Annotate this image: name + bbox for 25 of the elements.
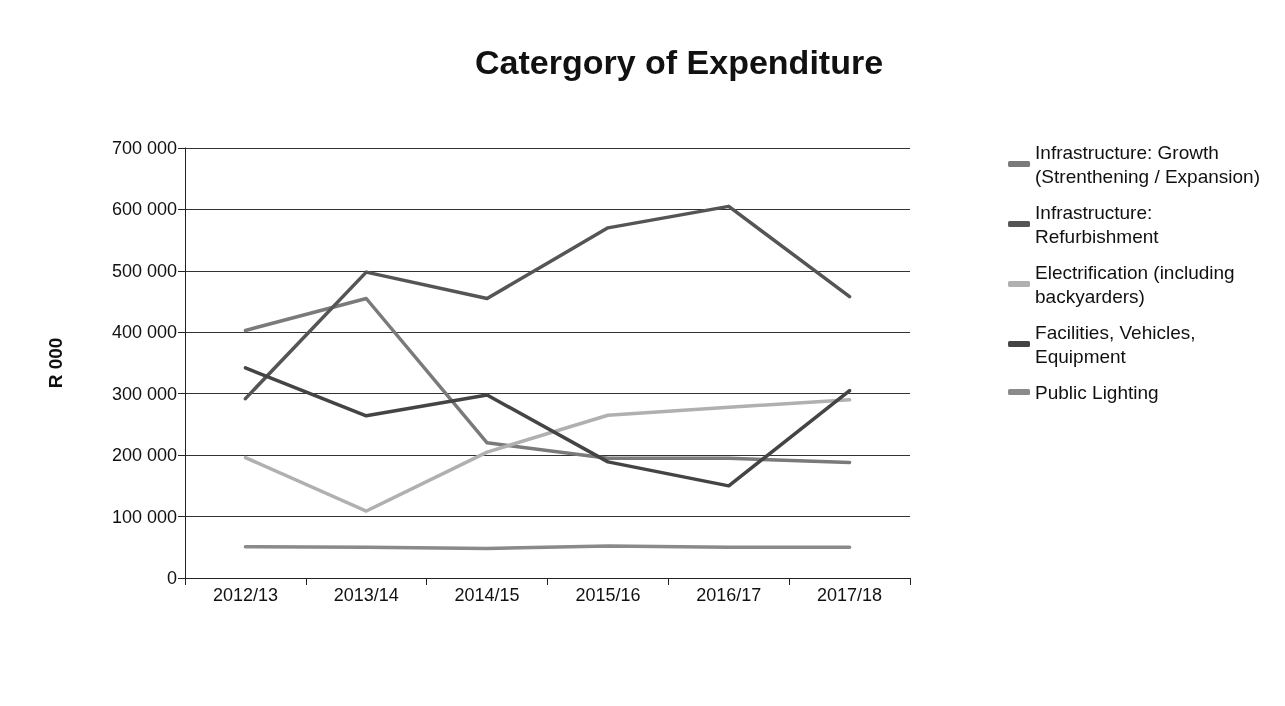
legend-label: Facilities, Vehicles, Equipment: [1035, 321, 1196, 367]
line-series: [243, 366, 852, 488]
x-tick-label: 2014/15: [454, 585, 520, 605]
legend-label: Public Lighting: [1035, 381, 1159, 403]
line-series: [243, 296, 852, 465]
legend-label: Infrastructure: Refurbishment: [1035, 201, 1160, 247]
y-tick-label: 700 000: [111, 138, 177, 158]
y-tick-label: 200 000: [111, 445, 177, 466]
x-tick-label: 2017/18: [817, 585, 883, 605]
y-tick-label: 500 000: [111, 260, 177, 281]
chart-title: Catergory of Expenditure: [475, 43, 884, 81]
y-tick-label: 300 000: [111, 383, 177, 404]
legend-label: Electrification (including backyarders): [1035, 261, 1235, 307]
y-tick-label: 600 000: [111, 199, 177, 220]
x-tick-label: 2013/14: [333, 585, 399, 605]
line-series: [243, 204, 852, 401]
y-tick-label: 100 000: [111, 506, 177, 527]
x-tick-label: 2015/16: [575, 585, 641, 605]
y-axis-title: R 000: [45, 337, 66, 389]
legend-label: Infrastructure: Growth (Strenthening / Expansion): [1035, 141, 1260, 187]
y-tick-label: 0: [166, 568, 177, 588]
y-tick-label: 400 000: [111, 322, 177, 343]
line-series: [243, 398, 852, 513]
x-tick-label: 2016/17: [696, 585, 762, 605]
x-tick-label: 2012/13: [212, 585, 278, 605]
